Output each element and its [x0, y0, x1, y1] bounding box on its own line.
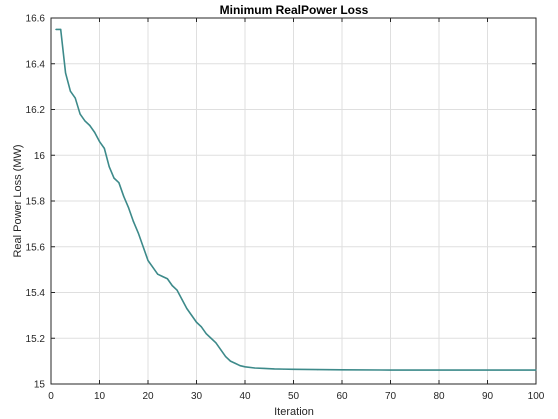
data-point [142, 246, 144, 248]
y-tick-label: 15.4 [26, 288, 46, 299]
y-tick-label: 15.6 [26, 242, 46, 253]
data-point [137, 232, 139, 234]
data-point [210, 337, 212, 339]
x-tick-label: 90 [482, 391, 494, 402]
data-point [94, 131, 96, 133]
data-point [157, 273, 159, 275]
data-point [118, 182, 120, 184]
y-axis-label: Real Power Loss (MW) [12, 144, 24, 257]
data-point [535, 369, 537, 371]
data-point [341, 369, 343, 371]
y-tick-label: 16.2 [26, 105, 46, 116]
data-point [195, 321, 198, 323]
data-point [292, 368, 295, 370]
labels: 0 10 20 30 40 50 60 70 80 90 100 15 15.2 15.4 15.6 15.8… [26, 14, 545, 403]
data-point [132, 220, 135, 223]
y-tick-label: 15.8 [26, 197, 46, 208]
y-tick-label: 16 [34, 151, 46, 162]
data-point [181, 298, 183, 300]
x-tick-label: 60 [336, 391, 348, 402]
data-point [389, 369, 392, 371]
series-line [55, 28, 536, 371]
data-point [152, 266, 154, 268]
data-point [176, 289, 178, 291]
data-point [171, 285, 173, 287]
data-point [229, 360, 232, 362]
data-point [108, 166, 110, 168]
data-point [103, 147, 105, 149]
data-point [123, 195, 125, 198]
x-tick-label: 100 [528, 391, 545, 402]
data-point [64, 72, 67, 74]
grid [51, 18, 536, 384]
data-point [438, 369, 440, 371]
data-point [273, 368, 275, 370]
y-tick-label: 15.2 [26, 334, 46, 345]
data-point [205, 333, 207, 335]
data-point [215, 342, 217, 344]
data-point [147, 259, 149, 262]
data-point [239, 365, 241, 367]
chart-title: Minimum RealPower Loss [220, 3, 369, 17]
data-point [225, 355, 227, 358]
x-axis-label: Iteration [274, 406, 314, 418]
series-layer [55, 28, 537, 371]
x-tick-label: 80 [433, 391, 445, 402]
data-point [234, 362, 236, 365]
data-point [283, 368, 285, 370]
data-point [79, 113, 81, 115]
ticks [50, 17, 537, 385]
data-point [486, 369, 489, 371]
data-point [60, 28, 62, 31]
data-point [317, 368, 319, 371]
data-point [55, 28, 57, 31]
data-point [263, 367, 265, 370]
y-tick-label: 16.4 [26, 59, 46, 70]
data-point [84, 120, 86, 122]
data-point [128, 207, 130, 209]
data-point [113, 177, 115, 179]
x-tick-label: 20 [142, 391, 154, 402]
data-point [191, 314, 193, 316]
data-point [161, 275, 164, 278]
data-point [89, 124, 91, 127]
data-point [98, 140, 101, 143]
x-tick-label: 30 [191, 391, 203, 402]
x-tick-label: 10 [94, 391, 106, 402]
data-point [244, 366, 246, 368]
data-point [166, 278, 168, 280]
y-tick-label: 15 [34, 380, 46, 391]
x-tick-label: 70 [385, 391, 397, 402]
x-tick-label: 0 [48, 391, 54, 402]
data-point [254, 367, 256, 369]
x-tick-label: 40 [239, 391, 251, 402]
y-tick-label: 16.6 [26, 14, 46, 25]
x-tick-label: 50 [288, 391, 300, 402]
data-point [69, 90, 71, 92]
data-point [220, 349, 222, 351]
data-point [74, 97, 76, 99]
data-point [186, 307, 188, 310]
data-point [200, 326, 202, 328]
